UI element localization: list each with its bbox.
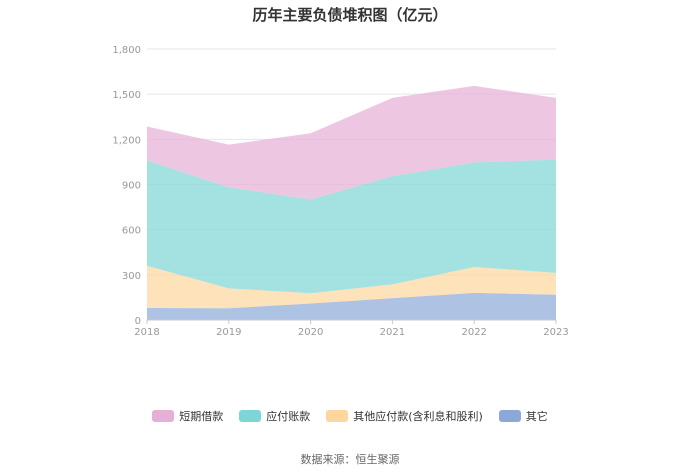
area-layer xyxy=(147,85,556,320)
legend: 短期借款 应付账款 其他应付款(含利息和股利) 其它 xyxy=(0,408,700,424)
x-tick-label: 2023 xyxy=(543,327,568,338)
area-series-2 xyxy=(147,159,556,294)
legend-swatch xyxy=(326,410,349,422)
data-source-note: 数据来源：恒生聚源 xyxy=(300,453,400,466)
y-tick-label: 300 xyxy=(122,271,141,282)
chart-title: 历年主要负债堆积图（亿元） xyxy=(252,6,448,24)
x-tick-label: 2019 xyxy=(216,327,241,338)
x-tick-label: 2020 xyxy=(298,327,323,338)
legend-swatch xyxy=(152,410,175,422)
x-tick-label: 2022 xyxy=(461,327,486,338)
legend-item[interactable]: 短期借款 xyxy=(152,408,223,424)
area-series-1 xyxy=(147,265,556,309)
y-tick-label: 0 xyxy=(135,316,141,327)
y-tick-label: 600 xyxy=(122,226,141,237)
legend-label: 其他应付款(含利息和股利) xyxy=(353,410,483,423)
legend-label: 其它 xyxy=(525,410,548,423)
legend-swatch xyxy=(239,410,262,422)
legend-item[interactable]: 其他应付款(含利息和股利) xyxy=(326,408,483,424)
legend-label: 短期借款 xyxy=(179,410,224,423)
x-tick-label: 2018 xyxy=(134,327,159,338)
y-tick-label: 1,500 xyxy=(112,90,141,101)
legend-item[interactable]: 其它 xyxy=(498,408,548,424)
legend-label: 应付账款 xyxy=(266,410,311,423)
legend-item[interactable]: 应付账款 xyxy=(239,408,310,424)
y-tick-label: 1,200 xyxy=(112,135,141,146)
y-tick-label: 1,800 xyxy=(112,45,141,56)
area-series-3 xyxy=(147,85,556,200)
x-tick-label: 2021 xyxy=(380,327,405,338)
area-series-0 xyxy=(147,292,556,320)
y-tick-label: 900 xyxy=(122,181,141,192)
axis-layer: 0 300 600 900 1,200 1,500 1,800 2018 2019 2020 202… xyxy=(112,45,568,338)
legend-swatch xyxy=(498,410,521,422)
